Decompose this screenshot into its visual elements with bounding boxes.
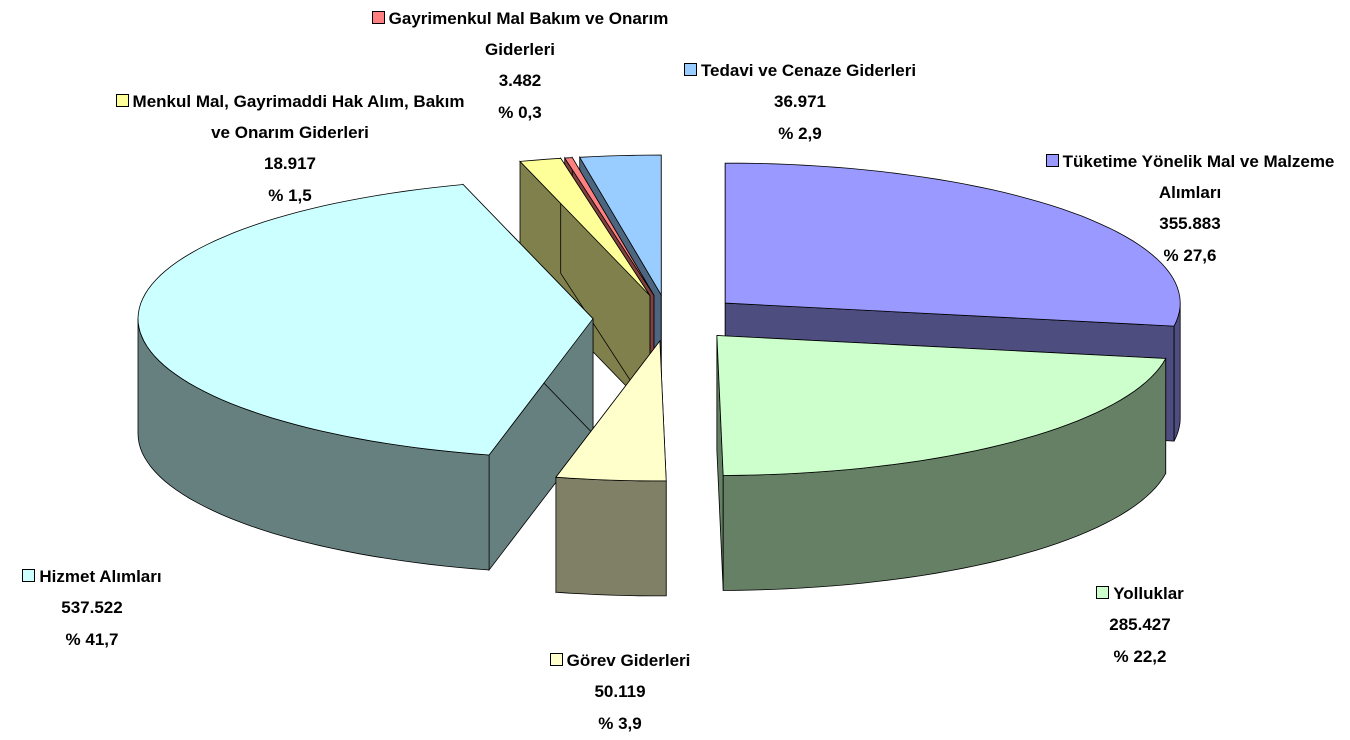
label-name: Tedavi ve Cenaze Giderleri	[620, 55, 980, 86]
label-name: Tüketime Yönelik Mal ve Malzeme Alımları	[1040, 146, 1340, 208]
percent-label: % 22,2	[1113, 647, 1167, 666]
data-label: Görev Giderleri 50.119 % 3,9	[490, 645, 750, 740]
percent-label: % 3,9	[598, 714, 642, 733]
category-label: Yolluklar	[1113, 584, 1184, 603]
legend-swatch	[1045, 154, 1059, 167]
slice	[563, 157, 655, 296]
category-label: Hizmet Alımları	[39, 567, 162, 586]
percent-label: % 27,6	[1163, 246, 1217, 265]
category-label: Menkul Mal, Gayrimaddi Hak Alım, Bakım v…	[132, 92, 465, 142]
percent-label: % 0,3	[498, 103, 542, 122]
slice	[716, 335, 1167, 476]
value-label: 18.917	[264, 154, 316, 173]
value-label: 3.482	[498, 71, 542, 90]
label-name: Görev Giderleri	[490, 645, 750, 676]
label-name: Gayrimenkul Mal Bakım ve Onarım Giderler…	[360, 3, 680, 65]
value-label: 36.971	[774, 92, 826, 111]
slice	[519, 157, 651, 296]
legend-swatch	[115, 94, 129, 107]
percent-label: % 41,7	[65, 630, 119, 649]
slice	[724, 162, 1181, 327]
slice	[579, 154, 662, 297]
label-name: Yolluklar	[1040, 578, 1240, 609]
legend-swatch	[683, 63, 697, 76]
legend-swatch	[1096, 586, 1110, 599]
data-label: Menkul Mal, Gayrimaddi Hak Alım, Bakım v…	[115, 86, 465, 212]
category-label: Gayrimenkul Mal Bakım ve Onarım Giderler…	[388, 9, 669, 59]
data-label: Hizmet Alımları 537.522 % 41,7	[0, 561, 192, 656]
category-label: Tüketime Yönelik Mal ve Malzeme Alımları	[1062, 152, 1335, 202]
data-label: Gayrimenkul Mal Bakım ve Onarım Giderler…	[360, 3, 680, 129]
legend-swatch	[549, 653, 563, 666]
slice-wall	[555, 476, 667, 597]
slice	[137, 184, 594, 456]
value-label: 50.119	[594, 682, 646, 701]
category-label: Görev Giderleri	[566, 651, 691, 670]
value-label: 285.427	[1109, 615, 1171, 634]
value-label: 537.522	[61, 598, 123, 617]
data-label: Tedavi ve Cenaze Giderleri 36.971 % 2,9	[620, 55, 980, 150]
legend-swatch	[371, 11, 385, 24]
label-name: Hizmet Alımları	[0, 561, 192, 592]
label-name: Menkul Mal, Gayrimaddi Hak Alım, Bakım v…	[115, 86, 465, 148]
value-label: 355.883	[1159, 214, 1221, 233]
data-label: Tüketime Yönelik Mal ve Malzeme Alımları…	[1040, 146, 1340, 272]
percent-label: % 2,9	[778, 124, 822, 143]
legend-swatch	[22, 569, 36, 582]
data-label: Yolluklar 285.427 % 22,2	[1040, 578, 1240, 673]
percent-label: % 1,5	[268, 186, 312, 205]
slice	[555, 339, 667, 482]
category-label: Tedavi ve Cenaze Giderleri	[700, 61, 917, 80]
